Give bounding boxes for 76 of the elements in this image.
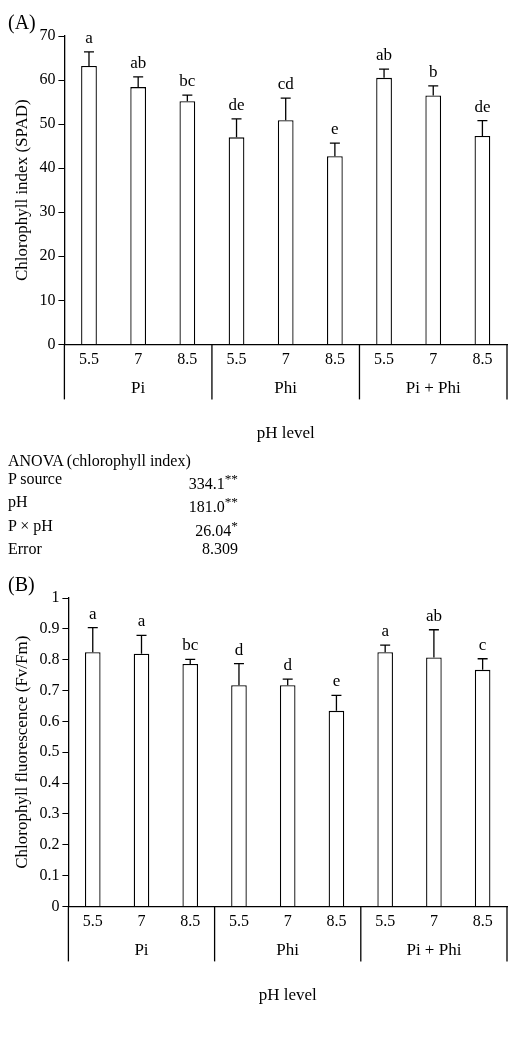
data-label: ab (376, 45, 393, 65)
text: Error (8, 539, 43, 558)
x-tick-label: 5.5 (228, 912, 249, 930)
y-tick-label: 0.7 (39, 680, 60, 698)
y-axis-title: Chlorophyll fluorescence (Fv/Fm) (11, 635, 31, 869)
x-tick-label: 8.5 (326, 912, 347, 930)
x-tick-label: 8.5 (180, 912, 201, 930)
text: 8.309 (201, 539, 238, 558)
x-tick-label: 5.5 (374, 350, 395, 368)
chart-title: (A) (8, 11, 36, 35)
data-label: d (283, 655, 293, 675)
text: 334.1$^{**}$ (187, 470, 238, 494)
x-axis-title: pH level (258, 985, 317, 1005)
x-tick-label: 8.5 (177, 350, 198, 368)
y-tick-label: 1 (51, 588, 60, 606)
data-label: bc (179, 71, 196, 91)
data-label: a (88, 603, 97, 623)
text: ANOVA (chlorophyll index) (8, 452, 192, 470)
y-tick-label: 0.5 (39, 742, 60, 760)
x-tick-label: 5.5 (82, 912, 103, 930)
text: Pi + Phi (406, 939, 462, 959)
x-tick-label: 5.5 (375, 912, 396, 930)
data-label: c (478, 634, 487, 654)
x-tick-label: 7 (134, 350, 143, 368)
y-tick-label: 50 (39, 114, 56, 132)
data-label: de (228, 94, 245, 114)
text: Pi + Phi (405, 377, 461, 397)
text: 26.04$^{*}$ (194, 516, 238, 540)
x-tick-label: 5.5 (226, 350, 247, 368)
y-tick-label: 0.2 (39, 834, 60, 852)
text: P × pH (8, 516, 54, 537)
y-tick-label: 40 (39, 158, 56, 176)
x-tick-label: 8.5 (324, 350, 345, 368)
y-tick-label: 0 (51, 896, 60, 914)
y-tick-label: 20 (39, 246, 56, 264)
x-tick-label: 8.5 (472, 912, 493, 930)
x-tick-label: 7 (429, 912, 438, 930)
chart-title: (B) (8, 573, 35, 597)
y-tick-label: 10 (39, 290, 56, 308)
y-tick-label: 60 (39, 70, 56, 88)
y-tick-label: 0.1 (39, 865, 60, 883)
x-tick-label: 7 (283, 912, 292, 930)
y-tick-label: 70 (39, 26, 56, 44)
text: Phi (276, 939, 300, 959)
text: P source (8, 470, 64, 489)
x-axis-title: pH level (256, 423, 315, 443)
data-label: e (331, 119, 339, 139)
data-label: a (85, 27, 94, 47)
y-tick-label: 0.6 (39, 711, 60, 729)
data-label: ab (425, 605, 442, 625)
data-label: de (474, 96, 491, 116)
data-label: ab (130, 52, 147, 72)
y-axis-title: Chlorophyll index (SPAD) (11, 99, 31, 282)
data-label: d (234, 639, 244, 659)
x-tick-label: 7 (137, 912, 146, 930)
x-tick-label: 5.5 (78, 350, 99, 368)
text: pH (8, 493, 29, 513)
data-label: cd (277, 74, 295, 94)
data-label: e (332, 671, 341, 691)
y-tick-label: 0 (47, 334, 56, 352)
data-label: b (428, 61, 438, 81)
y-tick-label: 0.8 (39, 649, 60, 667)
y-tick-label: 0.3 (39, 804, 60, 822)
text: Pi (131, 377, 146, 397)
x-tick-label: 7 (429, 350, 438, 368)
y-tick-label: 0.9 (39, 619, 60, 637)
text: Pi (134, 939, 149, 959)
text: 181.0$^{**}$ (187, 493, 238, 517)
data-label: a (381, 621, 390, 641)
text: Phi (274, 377, 298, 397)
x-tick-label: 7 (281, 350, 290, 368)
y-tick-label: 0.4 (39, 773, 60, 791)
data-label: bc (182, 635, 199, 655)
y-tick-label: 30 (39, 202, 56, 220)
data-label: a (137, 611, 146, 631)
x-tick-label: 8.5 (472, 350, 493, 368)
